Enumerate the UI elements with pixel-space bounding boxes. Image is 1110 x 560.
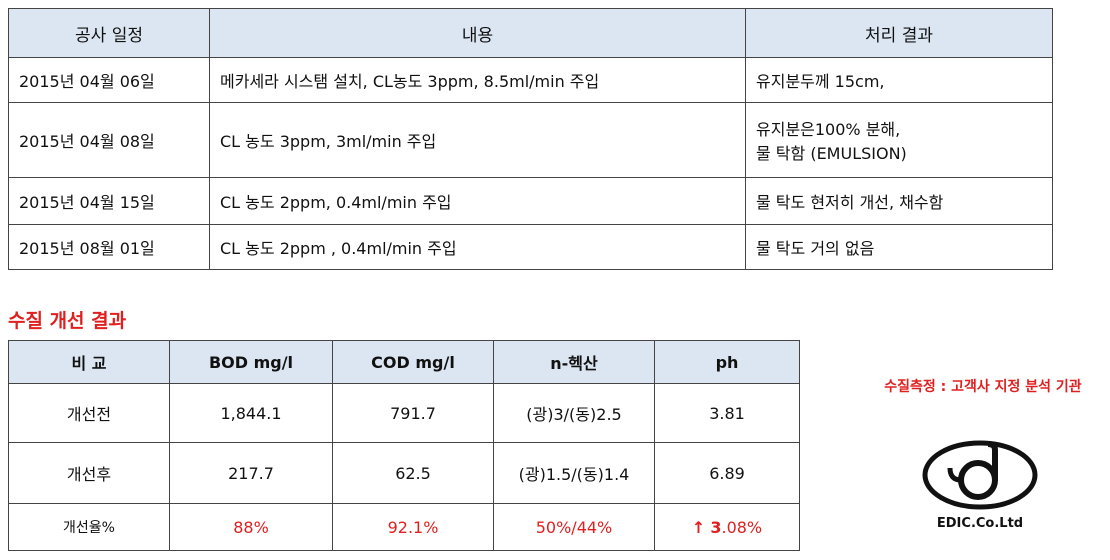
up-arrow-icon: ↑: [691, 517, 706, 537]
header-cod: COD mg/l: [332, 340, 494, 384]
schedule-result: 물 탁도 현저히 개선, 채수함: [745, 177, 1053, 225]
ph-rate-decimal: .08%: [721, 517, 763, 537]
result-line: 물 탁도 거의 없음: [756, 239, 875, 258]
row-label: 개선전: [8, 383, 170, 443]
schedule-date: 2015년 04월 08일: [8, 102, 210, 178]
bod-value: 217.7: [169, 442, 333, 504]
ph-value: 3.81: [654, 383, 800, 443]
header-schedule: 공사 일정: [8, 8, 210, 58]
table-row: 2015년 04월 06일 메카세라 시스탬 설치, CL농도 3ppm, 8.…: [8, 57, 1053, 103]
header-content: 내용: [209, 8, 746, 58]
schedule-result: 유지분은100% 분해, 물 탁함 (EMULSION): [745, 102, 1053, 178]
schedule-date: 2015년 08월 01일: [8, 224, 210, 270]
bod-value: 1,844.1: [169, 383, 333, 443]
hexane-rate: 50%/44%: [493, 503, 655, 551]
ph-rate: ↑ 3.08%: [654, 503, 800, 551]
logo-text: EDIC.Co.Ltd: [936, 516, 1024, 531]
schedule-content: CL 농도 3ppm, 3ml/min 주입: [209, 102, 746, 178]
table-row: 2015년 04월 08일 CL 농도 3ppm, 3ml/min 주입 유지분…: [8, 102, 1053, 178]
table-row: 개선율% 88% 92.1% 50%/44% ↑ 3.08%: [8, 503, 800, 551]
cod-value: 62.5: [332, 442, 494, 504]
schedule-date: 2015년 04월 15일: [8, 177, 210, 225]
section-title: 수질 개선 결과: [8, 310, 127, 332]
table-row: 2015년 04월 15일 CL 농도 2ppm, 0.4ml/min 주입 물…: [8, 177, 1053, 225]
schedule-result: 물 탁도 거의 없음: [745, 224, 1053, 270]
cod-value: 791.7: [332, 383, 494, 443]
result-line: 물 탁함 (EMULSION): [756, 144, 907, 163]
bod-rate: 88%: [169, 503, 333, 551]
results-header-row: 비 교 BOD mg/l COD mg/l n-헥산 ph: [8, 340, 800, 384]
schedule-result: 유지분두께 15cm,: [745, 57, 1053, 103]
row-label: 개선율%: [8, 503, 170, 551]
ph-value: 6.89: [654, 442, 800, 504]
hexane-value: (광)3/(동)2.5: [493, 383, 655, 443]
header-bod: BOD mg/l: [169, 340, 333, 384]
result-line: 유지분두께 15cm,: [756, 72, 885, 91]
table-row: 개선후 217.7 62.5 (광)1.5/(동)1.4 6.89: [8, 442, 800, 504]
agency-note: 수질측정 : 고객사 지정 분석 기관: [884, 379, 1082, 395]
result-line: 물 탁도 현저히 개선, 채수함: [756, 193, 944, 212]
schedule-content: CL 농도 2ppm, 0.4ml/min 주입: [209, 177, 746, 225]
schedule-date: 2015년 04월 06일: [8, 57, 210, 103]
ph-rate-integer: 3: [710, 517, 722, 537]
schedule-header-row: 공사 일정 내용 처리 결과: [8, 8, 1053, 58]
table-row: 개선전 1,844.1 791.7 (광)3/(동)2.5 3.81: [8, 383, 800, 443]
schedule-content: CL 농도 2ppm , 0.4ml/min 주입: [209, 224, 746, 270]
header-compare: 비 교: [8, 340, 170, 384]
schedule-table: 공사 일정 내용 처리 결과 2015년 04월 06일 메카세라 시스탬 설치…: [8, 8, 1053, 270]
results-table: 비 교 BOD mg/l COD mg/l n-헥산 ph 개선전 1,844.…: [8, 340, 800, 551]
hexane-value: (광)1.5/(동)1.4: [493, 442, 655, 504]
header-hexane: n-헥산: [493, 340, 655, 384]
cod-rate: 92.1%: [332, 503, 494, 551]
edic-logo: EDIC.Co.Ltd: [920, 440, 1040, 531]
table-row: 2015년 08월 01일 CL 농도 2ppm , 0.4ml/min 주입 …: [8, 224, 1053, 270]
header-ph: ph: [654, 340, 800, 384]
row-label: 개선후: [8, 442, 170, 504]
schedule-content: 메카세라 시스탬 설치, CL농도 3ppm, 8.5ml/min 주입: [209, 57, 746, 103]
result-line: 유지분은100% 분해,: [756, 120, 901, 139]
edic-logo-icon: [922, 440, 1038, 510]
header-result: 처리 결과: [745, 8, 1053, 58]
